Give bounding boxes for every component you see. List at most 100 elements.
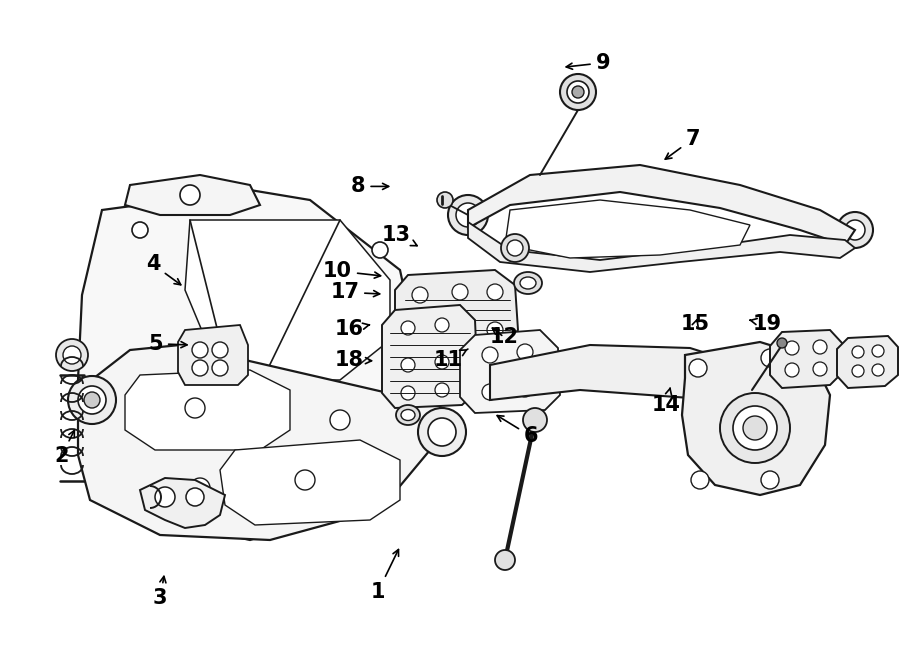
- Circle shape: [720, 393, 790, 463]
- Polygon shape: [460, 330, 560, 413]
- Polygon shape: [837, 336, 898, 388]
- Polygon shape: [140, 478, 225, 528]
- Text: 5: 5: [148, 334, 187, 354]
- Polygon shape: [220, 440, 400, 525]
- Circle shape: [456, 203, 480, 227]
- Circle shape: [560, 74, 596, 110]
- Circle shape: [743, 416, 767, 440]
- Circle shape: [501, 234, 529, 262]
- Circle shape: [63, 346, 81, 364]
- Text: 12: 12: [490, 327, 518, 347]
- Circle shape: [572, 86, 584, 98]
- Circle shape: [100, 432, 116, 448]
- Text: 17: 17: [330, 282, 380, 302]
- Circle shape: [180, 185, 200, 205]
- Circle shape: [295, 470, 315, 490]
- Circle shape: [78, 386, 106, 414]
- Circle shape: [495, 550, 515, 570]
- Text: 2: 2: [54, 430, 75, 466]
- Circle shape: [428, 418, 456, 446]
- Circle shape: [418, 408, 466, 456]
- Circle shape: [192, 360, 208, 376]
- Circle shape: [517, 381, 533, 397]
- Circle shape: [507, 240, 523, 256]
- Circle shape: [212, 342, 228, 358]
- Circle shape: [185, 398, 205, 418]
- Polygon shape: [230, 385, 385, 490]
- Circle shape: [56, 339, 88, 371]
- Circle shape: [523, 408, 547, 432]
- Circle shape: [852, 365, 864, 377]
- Text: 8: 8: [351, 176, 389, 196]
- Text: 15: 15: [681, 314, 710, 334]
- Text: 16: 16: [335, 319, 370, 339]
- Polygon shape: [382, 305, 478, 408]
- Polygon shape: [468, 222, 855, 272]
- Polygon shape: [125, 370, 290, 450]
- Circle shape: [691, 471, 709, 489]
- Circle shape: [435, 383, 449, 397]
- Circle shape: [452, 284, 468, 300]
- Circle shape: [401, 386, 415, 400]
- Circle shape: [68, 376, 116, 424]
- Circle shape: [845, 220, 865, 240]
- Circle shape: [813, 340, 827, 354]
- Circle shape: [482, 347, 498, 363]
- Ellipse shape: [514, 272, 542, 294]
- Circle shape: [517, 344, 533, 360]
- Circle shape: [448, 195, 488, 235]
- Circle shape: [412, 322, 428, 338]
- Text: 6: 6: [497, 416, 538, 446]
- Circle shape: [190, 478, 210, 498]
- Text: 18: 18: [335, 350, 372, 370]
- Text: 11: 11: [434, 349, 468, 370]
- Circle shape: [155, 487, 175, 507]
- Circle shape: [186, 488, 204, 506]
- Polygon shape: [178, 325, 248, 385]
- Circle shape: [192, 342, 208, 358]
- Circle shape: [837, 212, 873, 248]
- Text: 9: 9: [566, 53, 610, 73]
- Ellipse shape: [396, 405, 420, 425]
- Circle shape: [761, 471, 779, 489]
- Circle shape: [482, 384, 498, 400]
- Circle shape: [452, 322, 468, 338]
- Text: 1: 1: [371, 549, 399, 602]
- Circle shape: [487, 322, 503, 338]
- Circle shape: [777, 338, 787, 348]
- Circle shape: [330, 410, 350, 430]
- Circle shape: [813, 362, 827, 376]
- Polygon shape: [100, 395, 175, 470]
- Text: 3: 3: [153, 576, 167, 608]
- Circle shape: [872, 364, 884, 376]
- Circle shape: [212, 360, 228, 376]
- Circle shape: [372, 242, 388, 258]
- Circle shape: [437, 192, 453, 208]
- Text: 14: 14: [652, 388, 680, 414]
- Polygon shape: [490, 345, 762, 408]
- Ellipse shape: [520, 277, 536, 289]
- Circle shape: [132, 222, 148, 238]
- Polygon shape: [125, 175, 260, 215]
- Polygon shape: [395, 270, 518, 348]
- Polygon shape: [770, 330, 842, 388]
- Text: 13: 13: [382, 225, 417, 246]
- Polygon shape: [185, 220, 390, 380]
- Circle shape: [761, 349, 779, 367]
- Text: 19: 19: [750, 314, 782, 334]
- Circle shape: [401, 358, 415, 372]
- Text: 7: 7: [665, 129, 700, 159]
- Ellipse shape: [401, 410, 415, 420]
- Text: 10: 10: [323, 261, 381, 281]
- Circle shape: [567, 81, 589, 103]
- Circle shape: [435, 355, 449, 369]
- Circle shape: [84, 392, 100, 408]
- Circle shape: [852, 346, 864, 358]
- Text: 4: 4: [146, 254, 181, 285]
- Circle shape: [435, 318, 449, 332]
- Polygon shape: [682, 342, 830, 495]
- Circle shape: [689, 359, 707, 377]
- Circle shape: [785, 363, 799, 377]
- Circle shape: [733, 406, 777, 450]
- Polygon shape: [78, 190, 415, 540]
